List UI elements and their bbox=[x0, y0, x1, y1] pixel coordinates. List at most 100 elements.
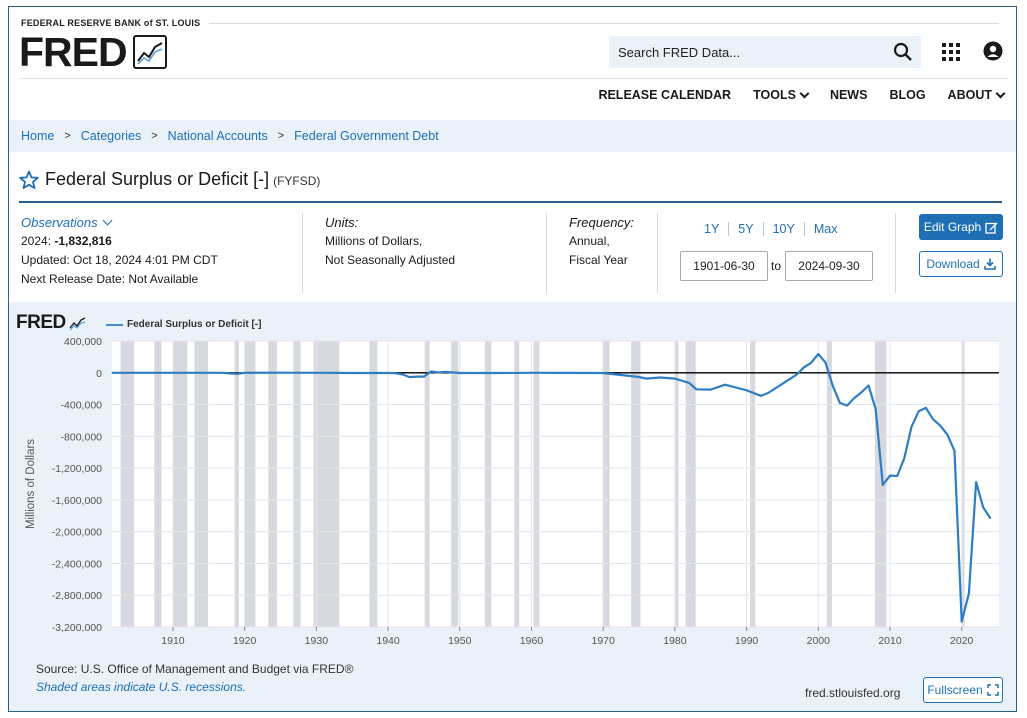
data-point bbox=[351, 372, 353, 374]
range-max-button[interactable]: Max bbox=[813, 222, 838, 236]
range-1y-button[interactable]: 1Y bbox=[695, 222, 730, 236]
x-tick-label: 1950 bbox=[448, 635, 472, 647]
fred-chart[interactable]: 400,000 0 -400,000 -800,000 -1,200,000 -1,600… bbox=[9, 302, 1017, 652]
breadcrumb-home[interactable]: Home bbox=[21, 129, 55, 143]
main-nav: RELEASE CALENDAR TOOLS NEWS BLOG ABOUT bbox=[576, 88, 1006, 102]
data-point bbox=[824, 361, 827, 364]
chart-logo-text: FRED bbox=[16, 312, 66, 333]
download-icon bbox=[983, 258, 996, 270]
units-line1: Millions of Dollars, bbox=[325, 234, 423, 248]
x-tick-label: 2020 bbox=[950, 635, 974, 647]
data-point bbox=[745, 389, 748, 391]
y-tick-label: -1,200,000 bbox=[52, 463, 102, 475]
header-divider bbox=[19, 78, 1009, 79]
site-url: fred.stlouisfed.org bbox=[805, 686, 901, 700]
data-point bbox=[953, 450, 956, 452]
brand-divider bbox=[209, 23, 999, 24]
recession-band bbox=[194, 341, 209, 627]
y-tick-label: -2,000,000 bbox=[52, 527, 102, 539]
data-point bbox=[903, 457, 905, 459]
data-point bbox=[982, 506, 984, 508]
data-point bbox=[710, 389, 712, 391]
chart-fred-logo: FRED bbox=[16, 312, 86, 334]
fred-page: FEDERAL RESERVE BANK of ST. LOUIS FRED S… bbox=[8, 6, 1017, 712]
date-to-label: to bbox=[771, 259, 782, 273]
recession-band bbox=[369, 341, 378, 627]
range-5y-button[interactable]: 5Y bbox=[729, 222, 764, 236]
data-point bbox=[322, 372, 325, 374]
recession-band bbox=[674, 341, 679, 627]
apps-grid-icon[interactable] bbox=[941, 42, 961, 62]
data-point bbox=[674, 378, 676, 380]
data-point bbox=[279, 372, 282, 374]
data-point bbox=[387, 372, 389, 374]
data-point bbox=[638, 376, 640, 378]
star-icon[interactable] bbox=[19, 170, 39, 190]
frequency-label: Frequency: bbox=[569, 215, 635, 230]
data-point bbox=[401, 373, 404, 376]
recession-band bbox=[826, 341, 832, 627]
fullscreen-button[interactable]: Fullscreen bbox=[923, 677, 1003, 703]
nav-tools[interactable]: TOOLS bbox=[753, 88, 810, 102]
fred-logo[interactable]: FRED bbox=[19, 32, 167, 73]
user-account-icon[interactable] bbox=[983, 41, 1003, 61]
download-button[interactable]: Download bbox=[919, 251, 1003, 277]
search-input[interactable]: Search FRED Data... bbox=[609, 36, 921, 68]
recession-band bbox=[424, 341, 430, 627]
data-point bbox=[236, 373, 239, 375]
y-tick-label: -800,000 bbox=[61, 431, 103, 443]
legend-label: Federal Surplus or Deficit [-] bbox=[127, 319, 262, 330]
recession-band bbox=[685, 341, 696, 627]
x-tick-label: 2010 bbox=[878, 635, 902, 647]
search-icon[interactable] bbox=[893, 42, 913, 62]
x-tick-label: 1940 bbox=[376, 635, 400, 647]
x-tick-label: 1980 bbox=[663, 635, 687, 647]
data-point bbox=[832, 384, 834, 386]
trend-chart-icon bbox=[69, 316, 86, 330]
end-date-input[interactable]: 2024-09-30 bbox=[785, 251, 873, 281]
title-underline bbox=[19, 201, 1002, 203]
data-point bbox=[767, 392, 769, 394]
data-point bbox=[875, 408, 877, 410]
data-point bbox=[111, 372, 113, 374]
series-line bbox=[112, 352, 992, 623]
meta-divider bbox=[546, 213, 547, 293]
chevron-down-icon bbox=[799, 88, 810, 98]
data-point bbox=[423, 375, 425, 378]
breadcrumb-federal-government-debt[interactable]: Federal Government Debt bbox=[294, 129, 439, 143]
meta-divider bbox=[302, 213, 303, 293]
y-tick-label: -1,600,000 bbox=[52, 495, 102, 507]
observations-dropdown[interactable]: Observations bbox=[21, 213, 218, 232]
nav-blog[interactable]: BLOG bbox=[889, 88, 926, 102]
nav-release-calendar[interactable]: RELEASE CALENDAR bbox=[598, 88, 732, 102]
y-tick-label: -3,200,000 bbox=[52, 622, 102, 634]
org-name: FEDERAL RESERVE BANK of ST. LOUIS bbox=[21, 18, 201, 28]
recession-band bbox=[750, 341, 756, 627]
chevron-down-icon bbox=[995, 88, 1006, 98]
x-tick-label: 2000 bbox=[807, 635, 831, 647]
plot-area bbox=[112, 341, 999, 627]
latest-observation: 2024: -1,832,816 bbox=[21, 234, 112, 248]
y-tick-label: -2,400,000 bbox=[52, 558, 102, 570]
edit-graph-button[interactable]: Edit Graph bbox=[919, 214, 1003, 240]
breadcrumb-separator: > bbox=[64, 130, 71, 142]
next-release-text: Next Release Date: Not Available bbox=[21, 272, 199, 286]
range-10y-button[interactable]: 10Y bbox=[764, 222, 805, 236]
recession-band bbox=[172, 341, 188, 627]
data-point bbox=[975, 481, 977, 483]
latest-value: -1,832,816 bbox=[54, 234, 112, 248]
data-point bbox=[796, 373, 798, 376]
nav-news[interactable]: NEWS bbox=[829, 88, 868, 102]
nav-about[interactable]: ABOUT bbox=[948, 88, 1006, 102]
recession-band bbox=[631, 341, 641, 627]
data-point bbox=[817, 353, 819, 355]
start-date-input[interactable]: 1901-06-30 bbox=[680, 251, 768, 281]
breadcrumb-national-accounts[interactable]: National Accounts bbox=[167, 129, 268, 143]
data-point bbox=[839, 402, 841, 404]
breadcrumb-categories[interactable]: Categories bbox=[80, 129, 142, 143]
x-tick-label: 1960 bbox=[520, 635, 544, 647]
edit-icon bbox=[985, 222, 998, 234]
x-tick-label: 1990 bbox=[735, 635, 759, 647]
data-point bbox=[961, 621, 963, 623]
range-buttons: 1Y 5Y 10Y Max bbox=[695, 222, 846, 236]
